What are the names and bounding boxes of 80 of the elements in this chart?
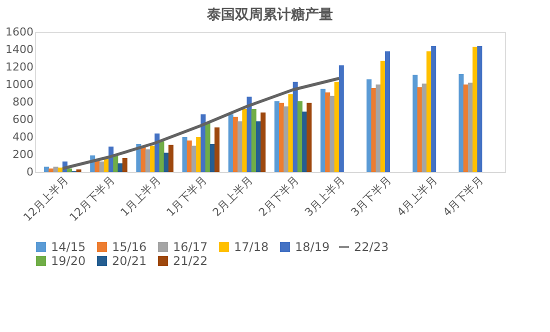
bar (385, 51, 390, 172)
bar (67, 168, 72, 172)
x-tick-label: 4月下半月 (440, 174, 486, 220)
bar (288, 94, 294, 172)
y-tick-label: 1200 (6, 60, 34, 74)
y-tick-label: 400 (12, 130, 34, 144)
bar (214, 127, 220, 172)
bar (380, 60, 386, 172)
legend-label: 17/18 (234, 240, 269, 254)
y-tick-label: 0 (26, 166, 34, 178)
bar (48, 168, 54, 172)
bar (366, 79, 372, 172)
bar (330, 96, 335, 172)
y-tick-label: 800 (12, 96, 34, 108)
y-tick-label: 1000 (6, 78, 34, 91)
bar (99, 162, 104, 172)
bar (205, 122, 210, 172)
bar (371, 88, 376, 172)
bar (256, 121, 261, 172)
legend-label: 16/17 (173, 240, 208, 254)
bar (168, 144, 174, 172)
x-tick-label: 2月下半月 (256, 174, 302, 220)
bar (238, 121, 243, 172)
bar (118, 163, 123, 172)
x-tick-label: 4月上半月 (394, 174, 440, 220)
bar (58, 168, 63, 172)
x-tick-label: 1月上半月 (118, 174, 164, 220)
bar (251, 109, 256, 172)
bar (260, 112, 266, 172)
bar (320, 88, 326, 172)
bar (325, 92, 330, 172)
legend-label: 14/15 (51, 240, 86, 254)
bar (242, 109, 248, 172)
bar (477, 46, 482, 172)
chart-title: 泰国双周累计糖产量 (206, 6, 333, 23)
bar (279, 102, 284, 172)
bar (417, 87, 422, 172)
bar (210, 144, 215, 172)
bar (338, 65, 344, 172)
x-tick-label: 1月下半月 (164, 174, 210, 220)
bar (306, 102, 312, 172)
legend-label: 20/21 (112, 254, 147, 268)
bar (186, 140, 192, 172)
bar (334, 82, 340, 172)
bar (200, 114, 206, 172)
bar (431, 46, 436, 172)
line-series (61, 76, 341, 170)
bar (458, 74, 464, 172)
bar (284, 106, 289, 172)
bar (159, 141, 164, 172)
bar (302, 112, 308, 172)
bar (426, 51, 432, 172)
bar (412, 74, 418, 172)
bar (463, 84, 468, 172)
bar (472, 46, 478, 172)
x-tick-label: 3月上半月 (302, 174, 348, 220)
bar (196, 137, 202, 172)
legend-label: 21/22 (173, 254, 208, 268)
bar (232, 116, 238, 172)
y-tick-label: 1400 (6, 43, 34, 56)
y-tick-label: 200 (12, 148, 34, 161)
y-tick-label: 600 (12, 113, 34, 126)
legend-label: 22/23 (354, 240, 389, 254)
bar (297, 101, 302, 172)
y-tick-label: 1600 (6, 26, 34, 38)
bar (422, 84, 427, 172)
legend-label: 19/20 (51, 254, 86, 268)
bar (274, 101, 280, 172)
x-tick-label: 12月下半月 (67, 174, 118, 224)
x-tick-label: 3月下半月 (348, 174, 394, 220)
legend-label: 15/16 (112, 240, 147, 254)
bar (94, 160, 100, 172)
legend-label: 18/19 (295, 240, 330, 254)
bar (468, 82, 473, 172)
bar (376, 84, 381, 172)
bar (182, 137, 188, 172)
bar (122, 158, 128, 172)
bar (76, 169, 82, 172)
bar (53, 166, 58, 172)
x-tick-label: 2月上半月 (210, 174, 256, 220)
